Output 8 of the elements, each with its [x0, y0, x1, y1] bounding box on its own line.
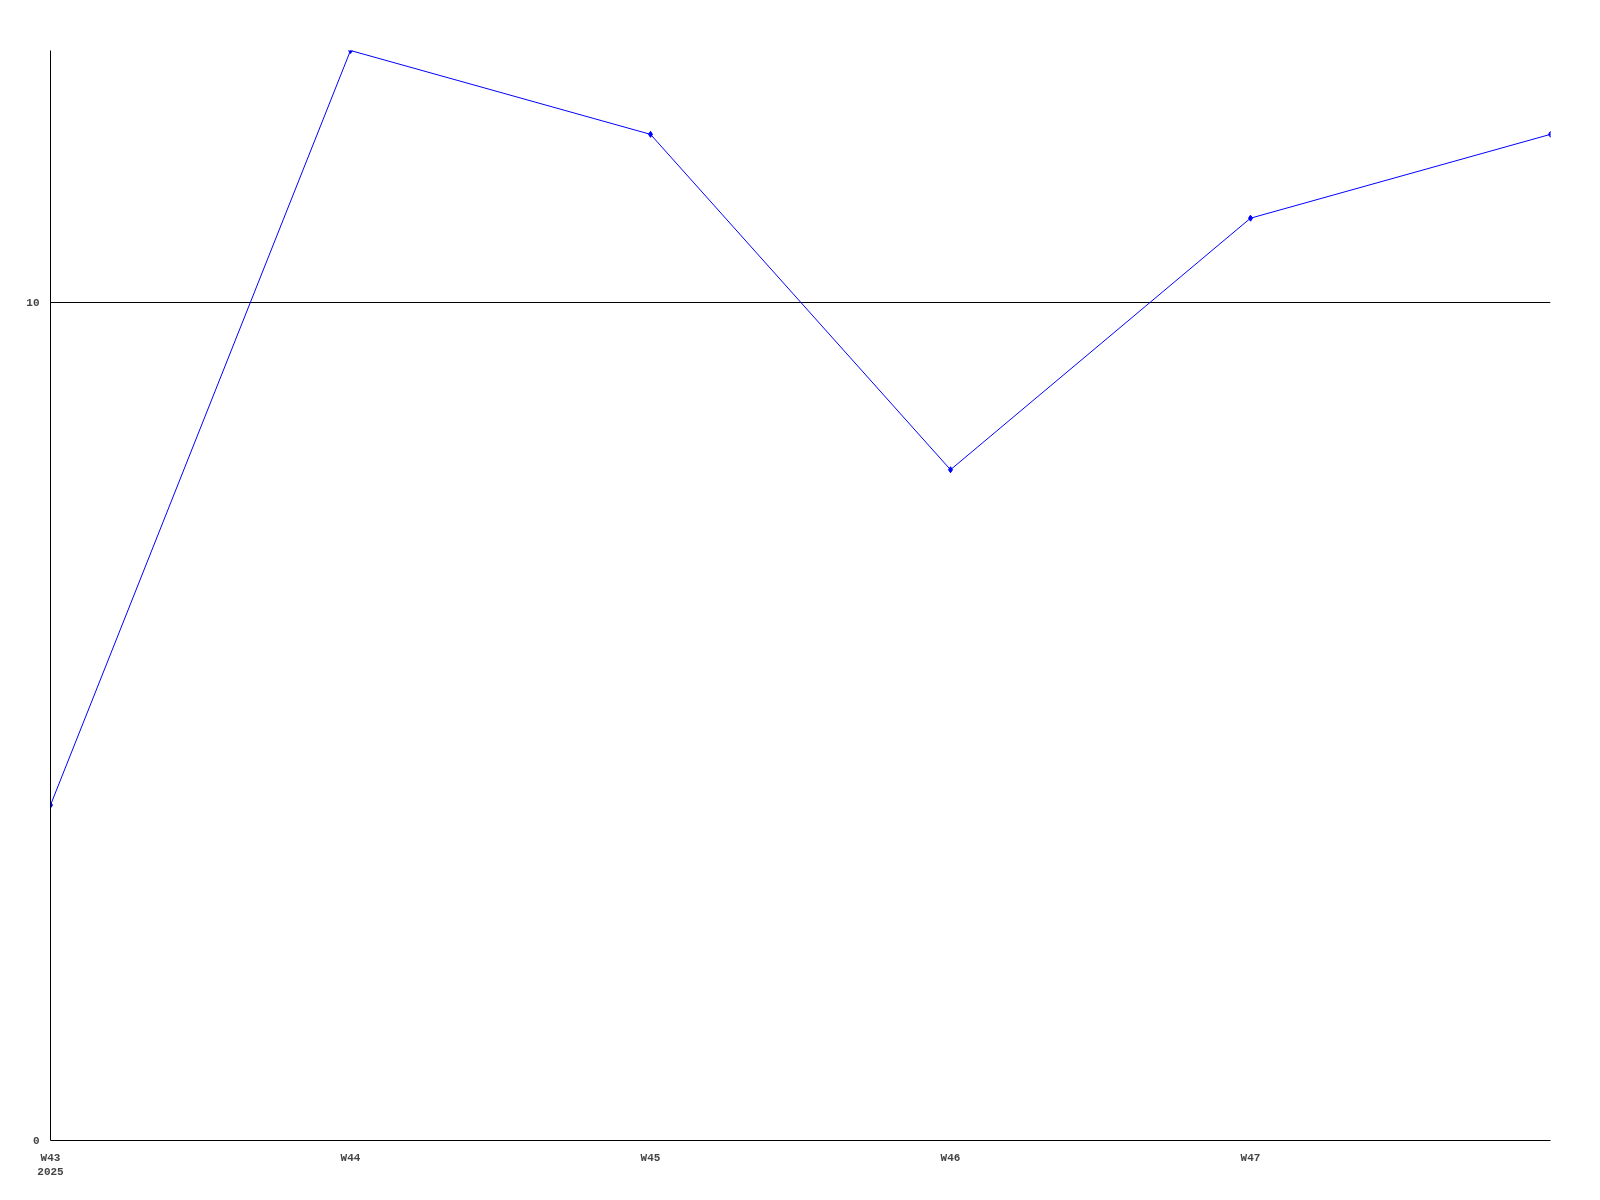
y-tick-label: 0: [32, 1135, 40, 1147]
x-tick-label: W45: [640, 1151, 661, 1164]
point: [348, 50, 353, 54]
x-tick-label: W44: [340, 1151, 361, 1164]
y-tick-label: 10: [26, 296, 40, 309]
x-tick-label: W43 2025: [37, 1151, 65, 1178]
x-tick-label: W46: [940, 1151, 961, 1164]
x-tick-label: W47: [1240, 1151, 1261, 1164]
